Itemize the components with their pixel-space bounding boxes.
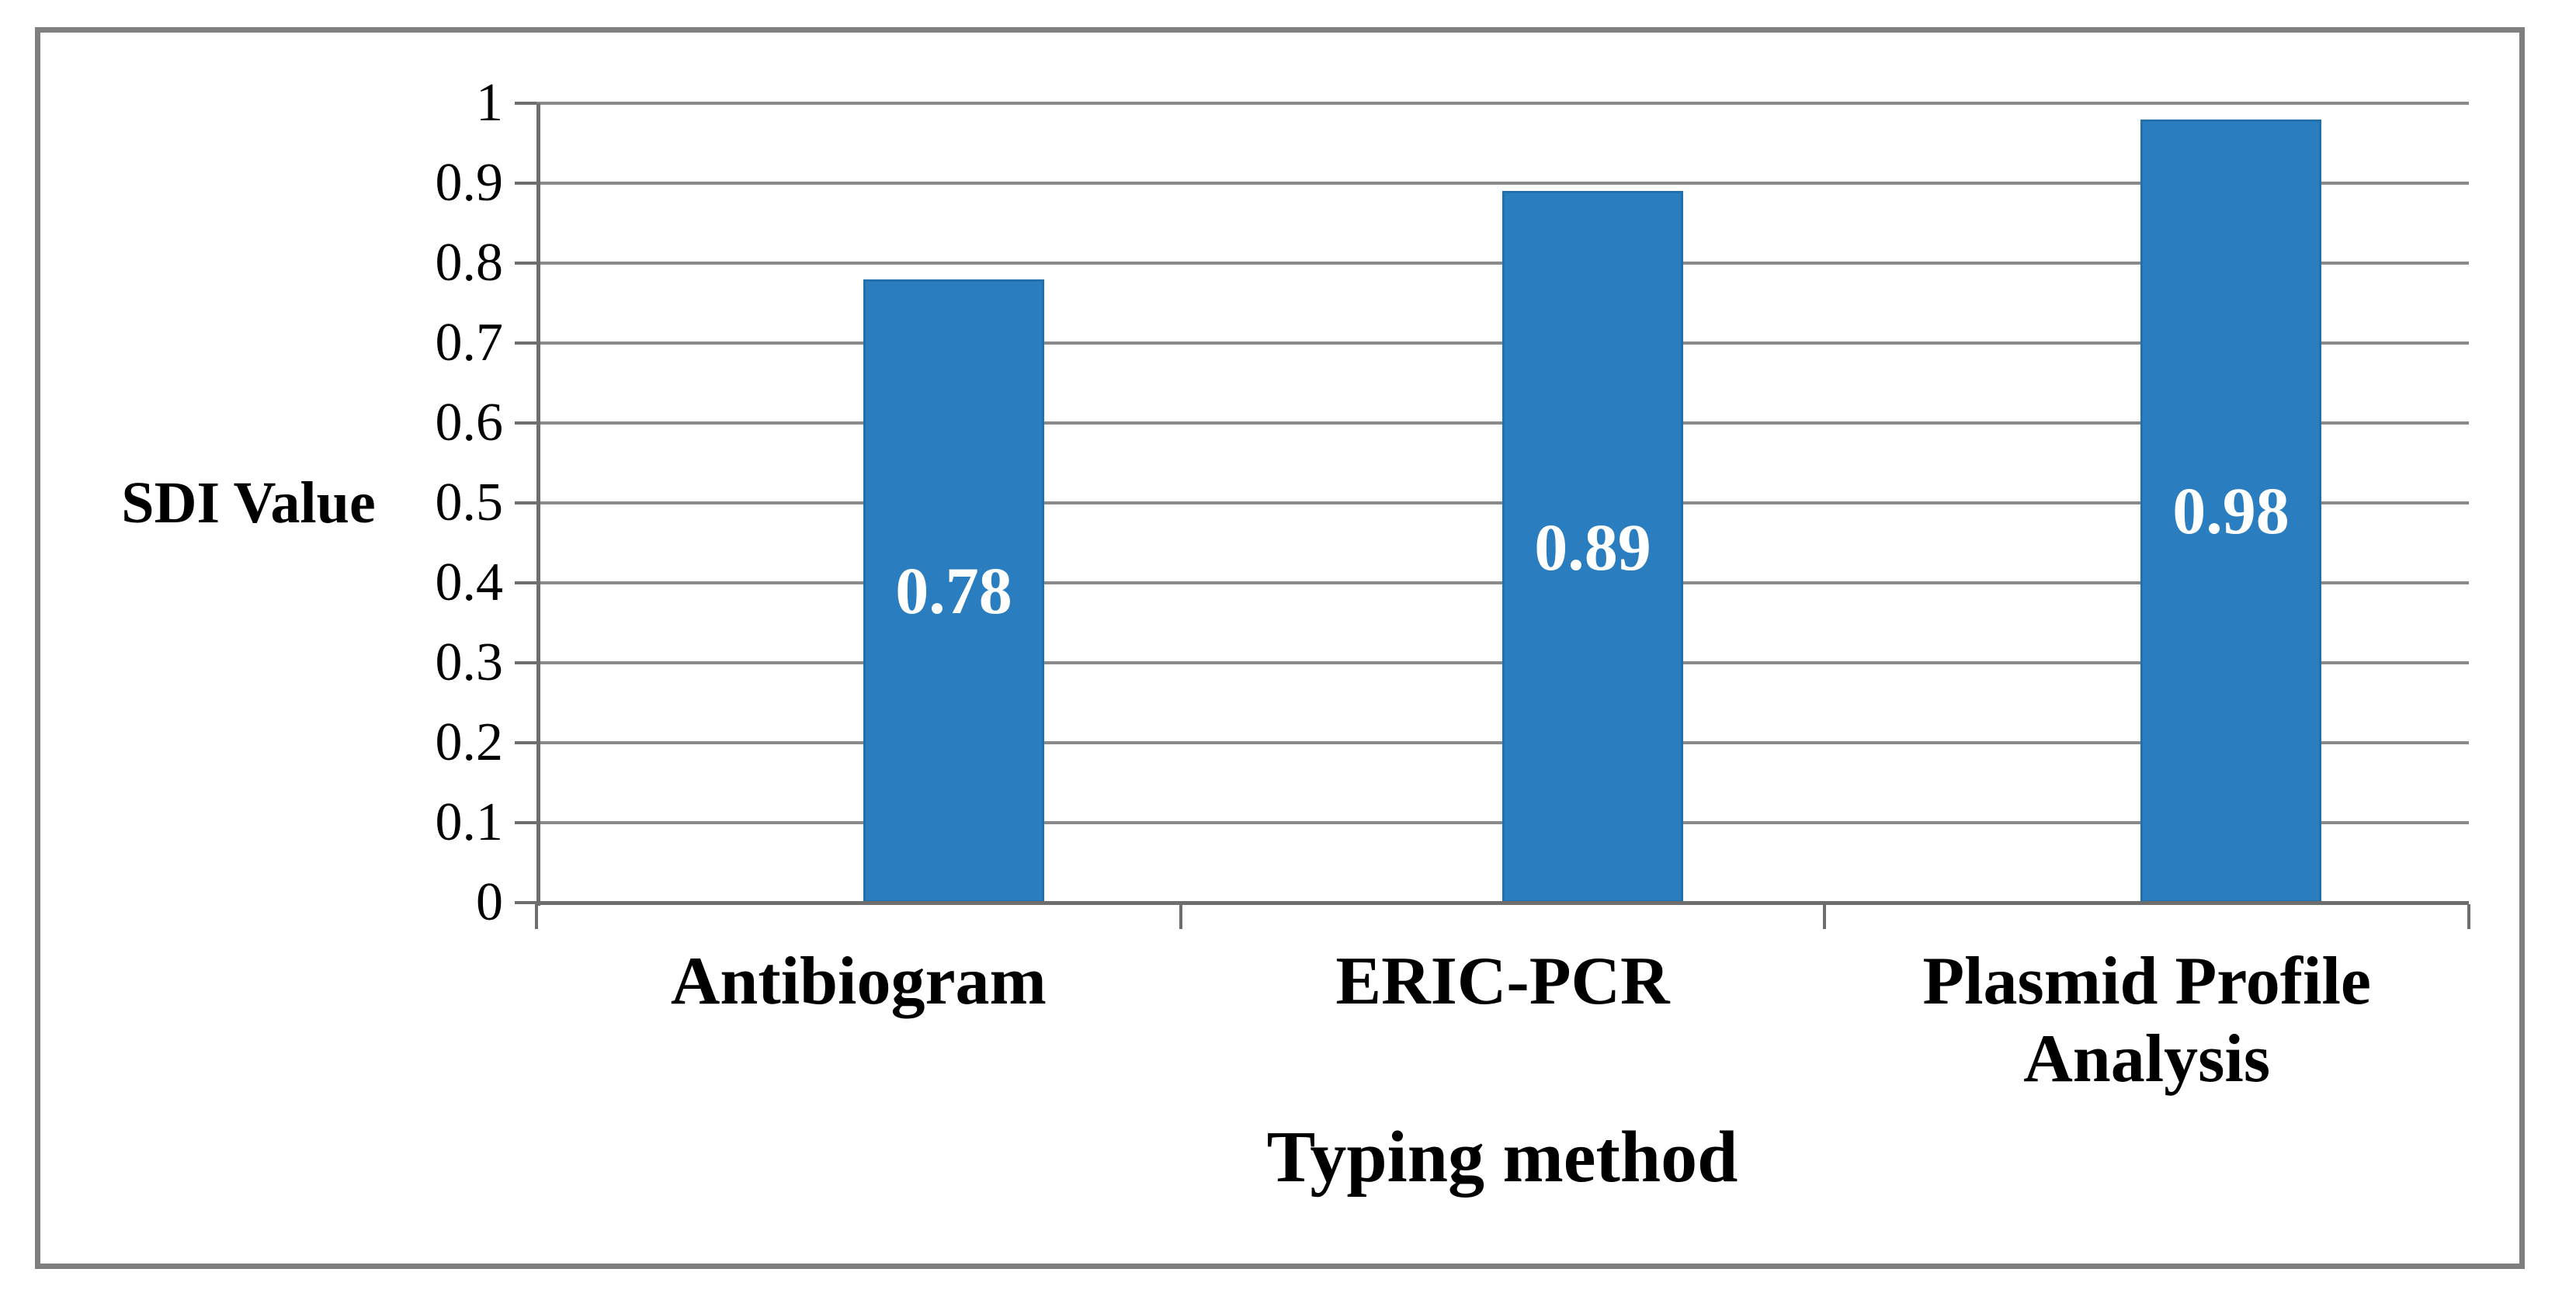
- y-tick-label: 1: [476, 73, 503, 133]
- y-tick-label: 0.7: [435, 313, 504, 373]
- y-axis-tick: [515, 821, 536, 824]
- y-axis-tick: [515, 102, 536, 105]
- bar-value-label: 0.89: [1534, 509, 1651, 584]
- gridline: [536, 102, 2469, 105]
- bar: [863, 279, 1044, 903]
- y-axis-tick: [515, 501, 536, 504]
- y-axis-tick: [515, 182, 536, 185]
- bar-value-label: 0.78: [895, 553, 1012, 629]
- y-axis-tick: [515, 741, 536, 744]
- category-label: ERIC-PCR: [1335, 944, 1670, 1019]
- bar: [1502, 191, 1683, 903]
- y-tick-label: 0.8: [435, 233, 504, 293]
- y-axis-tick: [515, 901, 536, 904]
- bar-value-label: 0.98: [2172, 473, 2290, 549]
- y-axis-title: SDI Value: [121, 470, 376, 536]
- y-tick-label: 0.9: [435, 153, 504, 213]
- y-tick-label: 0.4: [435, 553, 504, 612]
- y-tick-label: 0.3: [435, 633, 504, 692]
- y-tick-label: 0.5: [435, 473, 504, 532]
- figure-frame: [35, 27, 2525, 1269]
- y-axis-tick: [515, 661, 536, 664]
- y-tick-label: 0.1: [435, 792, 504, 852]
- y-axis-line: [536, 103, 540, 906]
- y-tick-label: 0.2: [435, 712, 504, 772]
- x-axis-tick: [535, 904, 538, 929]
- x-axis-tick: [1179, 904, 1182, 929]
- y-axis-tick: [515, 421, 536, 425]
- x-axis-tick: [2467, 904, 2470, 929]
- x-axis-title: Typing method: [1266, 1117, 1738, 1198]
- x-axis-tick: [1823, 904, 1827, 929]
- bar: [2140, 119, 2321, 903]
- y-tick-label: 0: [476, 872, 503, 932]
- y-axis-tick: [515, 341, 536, 345]
- y-axis-tick: [515, 581, 536, 584]
- gridline: [536, 182, 2469, 185]
- y-axis-tick: [515, 262, 536, 265]
- x-axis-line: [536, 901, 2469, 905]
- y-tick-label: 0.6: [435, 393, 504, 452]
- category-label: Plasmid Profile Analysis: [1922, 944, 2371, 1097]
- category-label: Antibiogram: [670, 944, 1047, 1019]
